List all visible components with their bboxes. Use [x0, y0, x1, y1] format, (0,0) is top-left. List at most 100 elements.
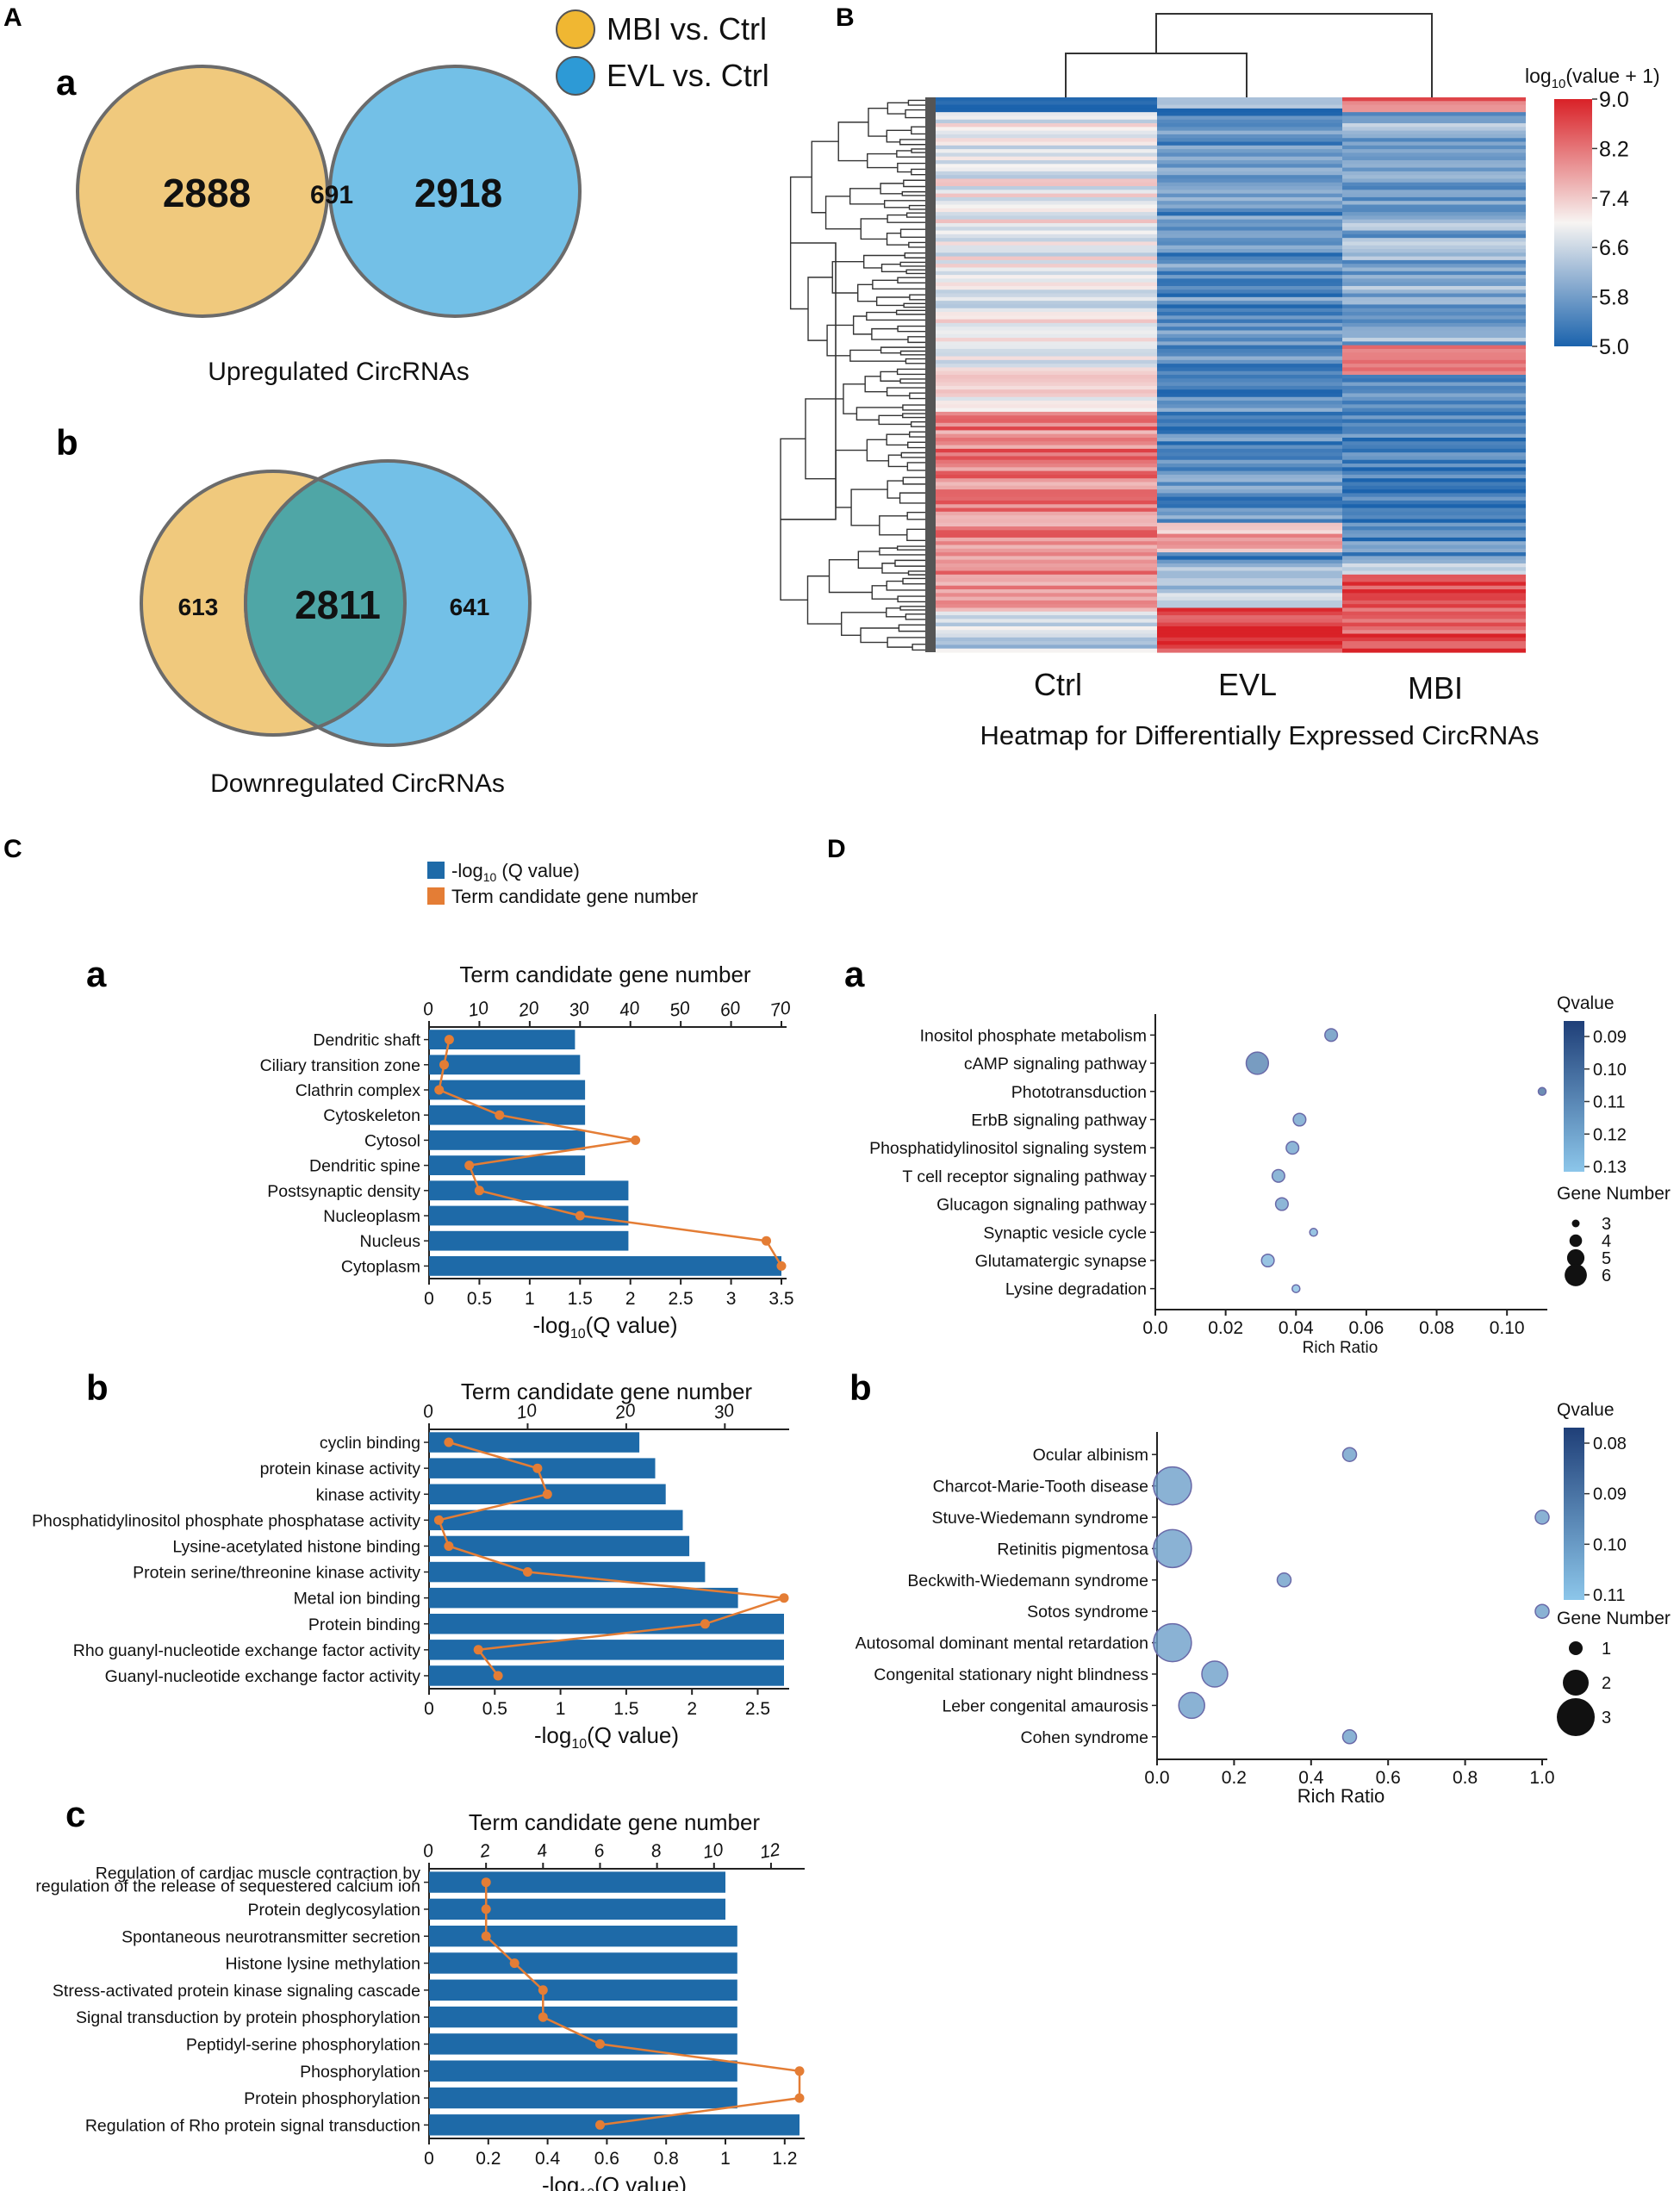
bar — [429, 1979, 737, 2001]
category-label: Histone lysine methylation — [225, 1955, 420, 1974]
heatmap-cell — [936, 493, 1157, 498]
heatmap-cell — [1342, 289, 1526, 295]
heatmap-cell — [936, 245, 1157, 250]
heatmap-cell — [1342, 648, 1526, 653]
panel-b-label: B — [836, 3, 855, 32]
heatmap-cell — [936, 633, 1157, 638]
row-dendrogram-branch — [850, 489, 888, 526]
row-dendrogram-branch — [906, 462, 925, 471]
heatmap-cell — [936, 485, 1157, 490]
gene-number-point — [776, 1260, 787, 1271]
heatmap-cell — [1342, 433, 1526, 439]
heatmap-cell — [1157, 159, 1342, 165]
heatmap-cell — [936, 604, 1157, 609]
heatmap-cell — [1342, 367, 1526, 372]
heatmap-cell — [936, 186, 1157, 190]
heatmap-cell — [1157, 396, 1342, 401]
venn-up-right-count: 2918 — [414, 171, 502, 215]
heatmap-cell — [1157, 411, 1342, 416]
category-label: Ocular albinism — [1033, 1446, 1148, 1465]
bottom-axis-tick-label: 0.04 — [1279, 1318, 1314, 1338]
heatmap-cell — [1342, 138, 1526, 143]
gene-number-point — [532, 1463, 543, 1473]
heatmap-cell — [936, 112, 1157, 117]
heatmap-cell — [936, 504, 1157, 509]
heatmap-cell — [1157, 619, 1342, 624]
heatmap-cell — [936, 533, 1157, 538]
heatmap-cell — [1157, 467, 1342, 472]
gene-number-point — [473, 1645, 483, 1655]
heatmap-cell — [1342, 130, 1526, 135]
heatmap-cell — [1342, 119, 1526, 124]
heatmap-cell — [1342, 470, 1526, 476]
heatmap-cell — [1342, 134, 1526, 139]
bar — [429, 1952, 737, 1974]
row-dendrogram-branch — [905, 358, 925, 364]
gene-number-legend-label: 5 — [1602, 1249, 1611, 1268]
heatmap-cell — [1342, 567, 1526, 572]
heatmap-cell — [1342, 252, 1526, 258]
colorbar — [1554, 99, 1592, 346]
heatmap-cell — [936, 241, 1157, 246]
bottom-axis-tick-label: 0.10 — [1490, 1318, 1525, 1338]
gene-number-point — [493, 1671, 503, 1681]
heatmap-cell — [936, 452, 1157, 457]
heatmap-cell — [1342, 308, 1526, 313]
row-dendrogram-branch — [894, 559, 925, 567]
row-dendrogram-branch — [899, 606, 925, 611]
bottom-axis-tick-label: 1.2 — [772, 2149, 797, 2169]
heatmap-cell — [936, 415, 1157, 420]
row-dendrogram-branch — [860, 627, 899, 644]
category-label: Protein binding — [308, 1615, 420, 1634]
heatmap-cell — [936, 267, 1157, 272]
heatmap-cell — [936, 141, 1157, 146]
heatmap-cell — [1157, 393, 1342, 398]
heatmap-cell — [936, 522, 1157, 527]
top-axis-tick-label: 30 — [568, 998, 591, 1021]
bar — [429, 1130, 586, 1150]
heatmap-cell — [1157, 293, 1342, 298]
row-dendrogram-branch — [902, 577, 925, 585]
row-dendrogram-branch — [857, 551, 882, 570]
legend-mbi-label: MBI vs. Ctrl — [607, 11, 767, 47]
heatmap-cell — [1157, 171, 1342, 176]
bottom-axis-title: -log10(Q value) — [532, 1312, 677, 1341]
heatmap-cell — [1342, 230, 1526, 235]
heatmap-cell — [936, 285, 1157, 290]
bar — [429, 1155, 586, 1175]
heatmap-cell — [1157, 611, 1342, 616]
gene-number-line — [437, 1441, 785, 1677]
row-dendrogram-branch — [789, 176, 812, 310]
heatmap-cell — [1157, 496, 1342, 501]
gene-number-legend-label: 3 — [1602, 1215, 1611, 1234]
heatmap-cell — [1342, 101, 1526, 106]
heatmap-cell — [1342, 507, 1526, 513]
gene-number-line — [484, 1882, 801, 2126]
heatmap-cell — [1157, 456, 1342, 461]
heatmap-cell — [936, 500, 1157, 505]
row-dendrogram-branch — [886, 607, 906, 618]
category-label: Peptidyl-serine phosphorylation — [186, 2035, 420, 2054]
colorbar-ticks: 9.0 8.2 7.4 6.6 5.8 5.0 — [1592, 88, 1629, 359]
heatmap-cell — [936, 375, 1157, 379]
row-dendrogram-branch — [904, 252, 925, 258]
category-label: kinase activity — [316, 1485, 421, 1504]
row-dendrogram — [780, 99, 925, 651]
heatmap-cell — [1157, 422, 1342, 427]
gene-number-line — [438, 1039, 783, 1267]
heatmap-cell — [1157, 445, 1342, 450]
heatmap-cell — [1342, 589, 1526, 594]
bottom-axis-tick-label: 1.5 — [613, 1699, 638, 1719]
heatmap-cell — [1342, 167, 1526, 172]
bar — [429, 1080, 586, 1100]
heatmap-cell — [936, 582, 1157, 587]
category-label: regulation of the release of sequestered… — [35, 1877, 420, 1896]
heatmap-cell — [1157, 401, 1342, 405]
bar — [429, 1030, 576, 1049]
gene-number-legend-dot — [1565, 1264, 1587, 1286]
gene-number-point — [481, 1904, 491, 1914]
gene-number-point — [444, 1437, 454, 1447]
heatmap-cell — [1342, 322, 1526, 327]
heatmap-cell — [1157, 419, 1342, 424]
gene-number-point — [595, 2119, 605, 2130]
